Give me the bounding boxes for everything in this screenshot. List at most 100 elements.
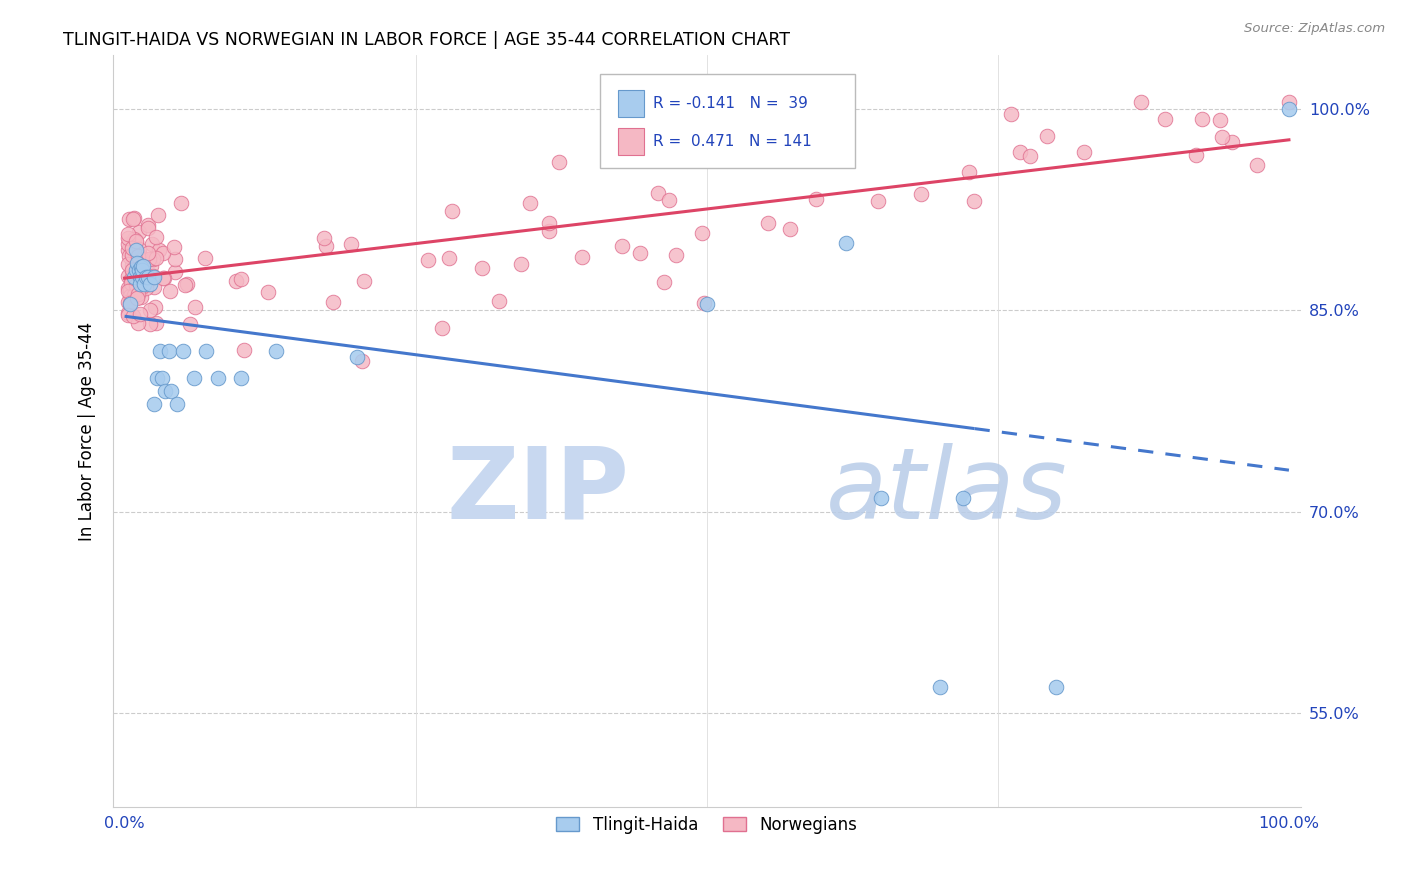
Point [229, 370, 252, 384]
Point [120, 296, 142, 310]
Point [225, 274, 247, 288]
Point [127, 244, 149, 259]
Point [1036, 128, 1059, 143]
Point [437, 251, 460, 265]
Y-axis label: In Labor Force | Age 35-44: In Labor Force | Age 35-44 [79, 322, 96, 541]
Point [179, 317, 201, 331]
Point [117, 268, 139, 283]
Point [118, 212, 141, 227]
FancyBboxPatch shape [600, 74, 855, 168]
Point [139, 277, 162, 291]
Point [127, 254, 149, 268]
Point [141, 259, 163, 273]
Point [117, 284, 139, 298]
Text: R = -0.141   N =  39: R = -0.141 N = 39 [654, 95, 808, 111]
Point [537, 216, 560, 230]
Point [229, 272, 252, 286]
Text: Source: ZipAtlas.com: Source: ZipAtlas.com [1244, 22, 1385, 36]
Bar [617, 90, 644, 117]
Point [127, 265, 149, 279]
Point [163, 240, 186, 254]
Point [117, 280, 139, 294]
Point [440, 203, 463, 218]
Point [138, 218, 160, 232]
Point [129, 252, 152, 266]
Point [125, 234, 148, 248]
Point [952, 491, 974, 506]
Point [1209, 112, 1232, 127]
Point [1008, 145, 1031, 160]
Point [129, 260, 152, 275]
Point [142, 252, 165, 267]
Point [148, 343, 170, 358]
Point [538, 224, 561, 238]
Point [121, 241, 143, 255]
Point [121, 258, 143, 272]
Point [166, 397, 188, 411]
Point [350, 353, 373, 368]
Point [1278, 102, 1301, 116]
Point [127, 256, 149, 270]
Text: TLINGIT-HAIDA VS NORWEGIAN IN LABOR FORCE | AGE 35-44 CORRELATION CHART: TLINGIT-HAIDA VS NORWEGIAN IN LABOR FORC… [63, 31, 790, 49]
Point [1153, 112, 1175, 127]
Point [118, 283, 141, 297]
Point [353, 274, 375, 288]
Point [519, 196, 541, 211]
Point [117, 257, 139, 271]
Point [1045, 680, 1067, 694]
Point [315, 239, 337, 253]
Point [870, 491, 893, 506]
Point [138, 302, 160, 317]
Point [312, 231, 335, 245]
Point [122, 211, 145, 226]
Point [1211, 129, 1233, 144]
Point [128, 243, 150, 257]
Point [138, 252, 160, 266]
Point [1246, 158, 1268, 172]
Point [132, 278, 155, 293]
Point [142, 280, 165, 294]
Point [430, 320, 453, 334]
Point [122, 212, 145, 227]
Point [136, 221, 159, 235]
Point [696, 296, 718, 310]
Point [207, 370, 229, 384]
Point [170, 196, 193, 211]
Point [129, 249, 152, 263]
Point [129, 307, 152, 321]
Point [150, 370, 173, 384]
Point [152, 271, 174, 285]
Point [628, 246, 651, 260]
Point [129, 274, 152, 288]
Point [176, 277, 198, 291]
Point [160, 384, 183, 398]
Point [131, 269, 153, 284]
Point [125, 265, 148, 279]
Point [548, 154, 571, 169]
Point [322, 294, 344, 309]
Point [690, 226, 713, 240]
Point [142, 268, 165, 283]
Point [132, 273, 155, 287]
Point [125, 244, 148, 258]
Point [232, 343, 254, 358]
Point [866, 194, 889, 208]
Point [654, 276, 676, 290]
Point [128, 277, 150, 291]
Point [835, 236, 858, 251]
Point [145, 230, 167, 244]
Point [145, 251, 167, 265]
Point [159, 284, 181, 298]
Point [125, 235, 148, 249]
Point [120, 296, 142, 310]
Point [658, 194, 681, 208]
Point [124, 247, 146, 261]
Point [125, 254, 148, 268]
Point [128, 263, 150, 277]
Point [1073, 145, 1095, 159]
Point [346, 351, 368, 365]
Point [1220, 135, 1243, 149]
Point [756, 216, 779, 230]
Point [806, 193, 828, 207]
Point [131, 262, 153, 277]
